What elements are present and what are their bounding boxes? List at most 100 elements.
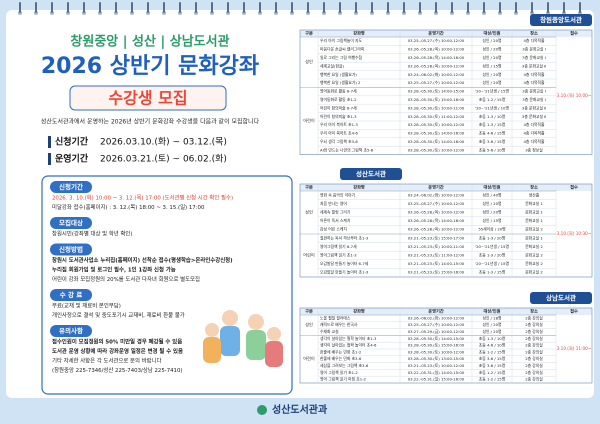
- ring: [275, 2, 277, 13]
- section-heading: 신청방법: [59, 245, 83, 254]
- section-heading: 유의사항: [59, 326, 83, 335]
- column-header: 접수: [570, 308, 578, 315]
- cell: 03.26.-05.28.(목) 10:00-12:00: [408, 210, 465, 215]
- cell: 성인 / 20명: [482, 80, 502, 85]
- cell: 03.28.-05.30.(토) 11:00-12:00: [408, 114, 465, 119]
- cell: 우뇌 생각 그림책 초3-6: [320, 139, 358, 144]
- cell: 우리 아이 북아트 초4-6: [320, 131, 358, 136]
- ring: [51, 2, 53, 13]
- cell: 문화교실 2: [525, 253, 543, 258]
- ring: [195, 2, 197, 13]
- section-heading: 모집대상: [59, 218, 83, 227]
- cell: 03.26.-05.28.(목) 10:00-12:00: [408, 47, 465, 52]
- period-marker: [48, 136, 51, 148]
- cell: 2층 강의실: [525, 370, 543, 375]
- ring: [307, 2, 309, 13]
- ring: [323, 2, 325, 13]
- cell: 03.22.-05.31.(일) 14:00-15:00: [408, 370, 465, 375]
- cell: 2층 강의실: [525, 329, 543, 334]
- cell: 2층 강의실: [525, 322, 543, 327]
- cell: 생각이 살아있는 철학 놀이터 초4-6: [320, 343, 377, 348]
- cell: 3층 문화교실 Ⅰ: [522, 47, 545, 52]
- cell: 세계속 힐링 그리기: [320, 210, 350, 215]
- column-header: 장소: [530, 308, 538, 315]
- section-heading-bg: [50, 181, 92, 193]
- ring: [147, 2, 149, 13]
- ring: [115, 2, 117, 13]
- group-label: 어린이: [303, 355, 315, 362]
- table-header-bg: [300, 30, 592, 37]
- cell: '20~'21년생 / 15명: [475, 244, 509, 249]
- cell: 03.21.-05.23.(토) 15:00-16:00: [408, 270, 465, 275]
- column-header: 대상/인원: [484, 30, 501, 37]
- ring: [99, 2, 101, 13]
- cell: 4층 다목적홀: [523, 38, 545, 43]
- cell: 03.26.-05.28.(목) 14:00-16:00: [408, 218, 465, 223]
- section-line: 무료(교재 및 재료비 본인부담): [52, 302, 121, 310]
- ring: [163, 2, 165, 13]
- cell: 2층 강의실: [525, 343, 543, 348]
- cell: 성인 / 20명: [482, 210, 502, 215]
- cell: 초등 1-3 / 15명: [479, 122, 506, 127]
- section-heading-bg: [50, 243, 92, 256]
- cell: 3층 문화교실 Ⅱ: [522, 114, 546, 119]
- library-tab: [340, 168, 402, 180]
- cell: 세계교실(한글): [320, 63, 344, 68]
- intro: 성산도서관과에서 운영하는 2026년 상반기 문화강좌 수강생을 다음과 같이…: [41, 118, 260, 126]
- cell: 마음다운 손글씨 캘리그라피: [320, 47, 364, 52]
- cell: '20~'21년생 / 10명: [475, 105, 509, 110]
- cell: 03.24.-06.02.(화) 10:00-12:00: [408, 72, 465, 77]
- column-header: 구분: [305, 184, 313, 191]
- cell: 행복한 요일 (생활요가): [320, 72, 357, 77]
- cell: 2층 강의실: [525, 356, 543, 361]
- cell: 성인 / 15명: [482, 63, 502, 68]
- cell: 초등 1-3 / 20명: [479, 253, 506, 258]
- title: 2026 상반기 문화강좌: [41, 54, 259, 79]
- cell: 성인 / 18명: [482, 315, 502, 320]
- cell: 문화교실 1: [525, 210, 543, 215]
- cell: 영어 그림책 읽기 마칭 초1-2: [320, 377, 367, 382]
- ring: [483, 2, 485, 13]
- cell: 초등 1-2 / 15명: [479, 370, 506, 375]
- column-header: 운영기간: [428, 184, 444, 191]
- ring: [547, 2, 549, 13]
- receipt: 3.10.(화) 10:30~: [557, 231, 592, 237]
- cell: 초등 3-6 / 15명: [479, 356, 506, 361]
- ring: [243, 2, 245, 13]
- cell: '20~'21년생 / 15명: [475, 261, 509, 266]
- ring: [83, 2, 85, 13]
- cell: 03.21.-05.23.(토) 10:00-12:00: [408, 363, 465, 368]
- footer-text: 성산도서관과: [272, 403, 328, 416]
- cell: 03.21.-05.23.(토) 15:00-17:00: [408, 235, 465, 240]
- cell: 영어동화로 활동 초1-2: [320, 97, 357, 102]
- cell: 우리 아이 북아트 초1-3: [320, 122, 358, 127]
- cell: 03.28.-05.30.(토) 10:00-12:00: [408, 122, 465, 127]
- ring: [259, 2, 261, 13]
- cell: 03.28.-05.30.(토) 15:00-16:00: [408, 97, 465, 102]
- cell: 초등 1-3 / 10명: [479, 114, 506, 119]
- receipt: 3.10.(화) 11:00~: [557, 346, 592, 352]
- section-line: 창원시 도서관사업소 누리집(홈페이지) 선착순 접수(평생학습>온라인수강신청…: [52, 256, 233, 264]
- ring: [355, 2, 357, 13]
- column-header: 장소: [530, 30, 538, 37]
- cell: 초등 1-3 / 10명: [479, 336, 506, 341]
- cell: 문화교실 2: [525, 270, 543, 275]
- column-header: 강좌명: [353, 184, 365, 191]
- ring: [131, 2, 133, 13]
- cell: 03.24.-06.02.(화) 10:00-12:00: [408, 192, 465, 197]
- ring: [515, 2, 517, 13]
- period-date: 2026.03.21.(토) ~ 06.02.(화): [100, 154, 227, 165]
- cell: 생산홀: [529, 192, 540, 197]
- cell: 한줄에 배우는 민화 초3-6: [320, 356, 362, 361]
- cell: 성인 / 20명: [482, 55, 502, 60]
- cell: 오감발달 만들기 놀이터 6-7세: [320, 261, 369, 266]
- table-header-bg: [300, 308, 592, 315]
- cell: 03.26.-05.28.(목) 14:00-16:00: [408, 55, 465, 60]
- group-label: 어린이: [303, 117, 315, 124]
- cell: 3층 문화교실 Ⅰ: [522, 89, 545, 94]
- cell: 어린이 창의미술 6-7세: [320, 105, 357, 110]
- cell: 03.21.-05.23.(토) 14:00-15:00: [408, 261, 465, 266]
- cell: 3층 정보실: [525, 147, 543, 152]
- section-line: (창원중앙 225-7346/성산 225-7403/상남 225-7410): [52, 366, 183, 374]
